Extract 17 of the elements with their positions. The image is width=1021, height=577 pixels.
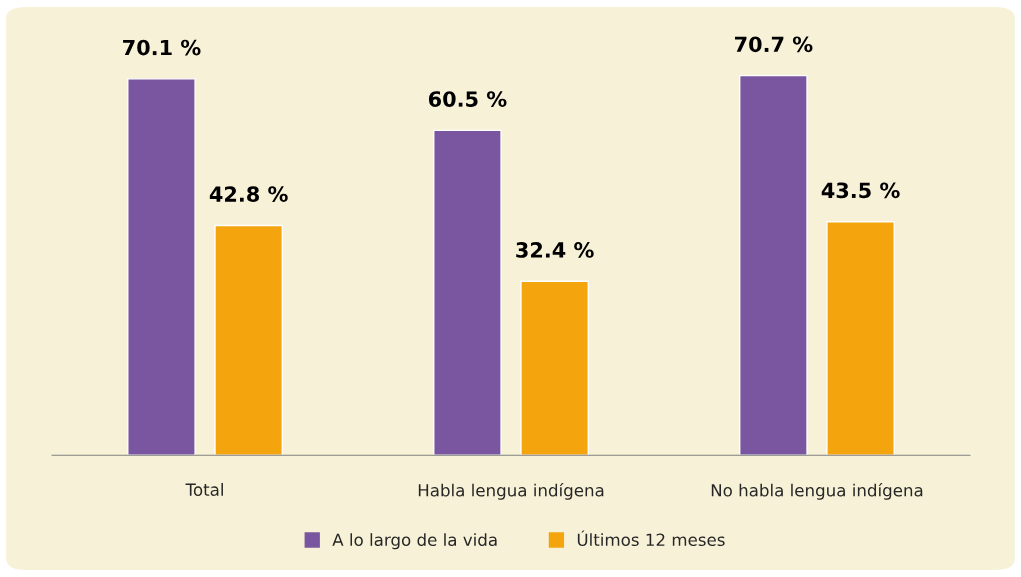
x-tick-label: Total [185, 483, 223, 496]
bar [520, 280, 589, 456]
bar [739, 74, 808, 456]
data-label: 70.1 % [123, 39, 201, 56]
x-tick-label: No habla lengua indígena [711, 483, 923, 500]
legend-label: Últimos 12 meses [577, 530, 725, 547]
data-label: 60.5 % [428, 91, 507, 107]
data-label: 70.7 % [735, 36, 813, 53]
data-label: 32.4 % [516, 242, 594, 258]
bar [214, 224, 284, 456]
bar [826, 220, 895, 456]
data-label: 42.8 % [209, 186, 288, 202]
x-tick-label: Habla lengua indígena [418, 483, 604, 500]
bar [127, 78, 196, 456]
legend-label: A lo largo de la vida [332, 533, 497, 550]
data-label: 43.5 % [821, 182, 900, 199]
bar [433, 129, 502, 456]
